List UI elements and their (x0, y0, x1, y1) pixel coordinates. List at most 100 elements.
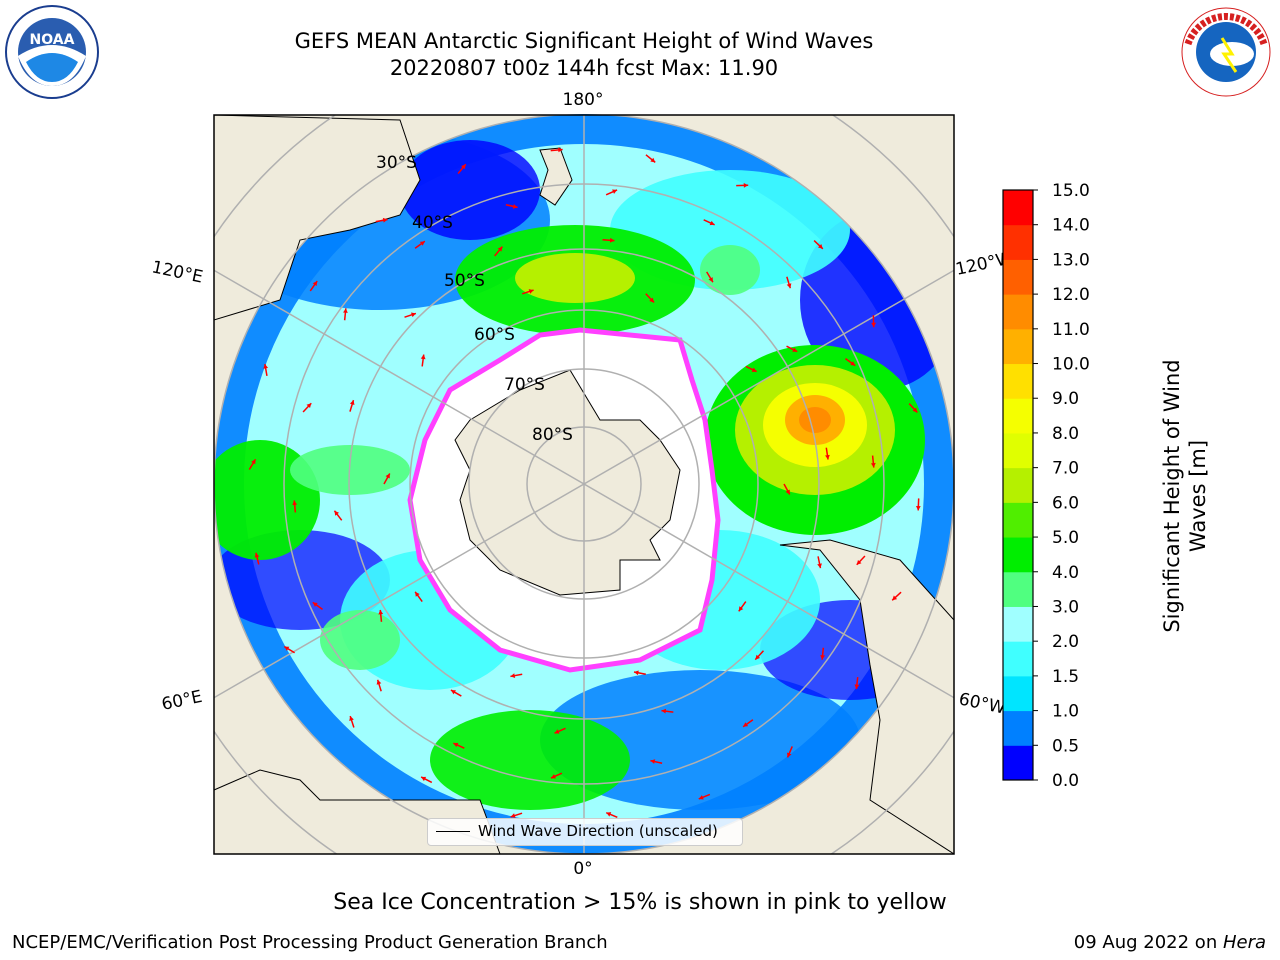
wind-arrow-head (510, 673, 516, 678)
wind-arrow-head (421, 776, 427, 782)
australia-land (213, 114, 421, 321)
wind-arrow-head (854, 684, 860, 690)
colorbar-segment (1003, 398, 1033, 434)
colorbar-tick-label: 5.0 (1052, 528, 1079, 548)
lon-label-60w: 60°W (957, 689, 1007, 718)
lat-label-40s: 40°S (412, 213, 453, 233)
wind-arrow-head (512, 204, 518, 209)
colorbar-title-line2: Waves [m] (1186, 439, 1210, 553)
antarctica-land (454, 369, 681, 596)
wind-arrow-head (251, 459, 256, 465)
colorbar-segment (1003, 432, 1033, 469)
colorbar-title: Significant Height of Wind Waves [m] (1159, 346, 1211, 646)
wind-arrow-head (825, 454, 830, 460)
wind-arrow-head (385, 473, 390, 479)
colorbar-tick-label: 11.0 (1052, 320, 1090, 340)
wind-arrow-head (510, 813, 516, 818)
wind-arrow-head (817, 244, 823, 249)
wind-arrow-head (743, 722, 749, 727)
colorbar-tick-label: 14.0 (1052, 216, 1090, 236)
wind-arrow-head (649, 297, 655, 303)
colorbar-segment (1003, 606, 1033, 642)
lon-label-180: 180° (563, 90, 604, 110)
wind-arrow-head (284, 646, 290, 651)
new-zealand-land (539, 147, 573, 206)
lon-label-0: 0° (573, 859, 592, 879)
colorbar-tick-label: 6.0 (1052, 493, 1079, 513)
lat-label-70s: 70°S (504, 375, 545, 395)
colorbar-tick-label: 3.0 (1052, 597, 1079, 617)
lat-label-60s: 60°S (474, 325, 515, 345)
colorbar-tick-label: 1.5 (1052, 667, 1079, 687)
colorbar-segment (1003, 259, 1033, 295)
colorbar-tick-label: 0.5 (1052, 736, 1079, 756)
south-america-land (779, 539, 954, 854)
wind-arrow-head (382, 217, 388, 223)
wind-arrow-head (606, 812, 612, 817)
wind-arrow-head (349, 716, 354, 721)
wind-arrow-head (343, 308, 348, 313)
wind-arrow-head (554, 729, 560, 734)
legend-label: Wind Wave Direction (unscaled) (478, 822, 718, 840)
wind-arrow-head (850, 361, 856, 366)
wind-arrow-head (558, 147, 563, 153)
colorbar-tick-label: 12.0 (1052, 285, 1090, 305)
map-frame (213, 114, 955, 855)
colorbar-tick-label: 1.0 (1052, 702, 1079, 722)
lon-label-120e: 120°E (150, 257, 205, 287)
wind-arrow-head (856, 559, 862, 565)
footer-date-text: 09 Aug 2022 on (1073, 932, 1223, 953)
colorbar-segment (1003, 537, 1033, 573)
wind-arrow-head (378, 609, 384, 615)
colorbar-segment (1003, 467, 1033, 503)
lat-label-50s: 50°S (444, 271, 485, 291)
wind-arrow-head (650, 157, 656, 163)
wind-arrow-head (709, 220, 715, 226)
colorbar-segment (1003, 190, 1033, 226)
lat-label-80s: 80°S (532, 425, 573, 445)
wind-arrow-head (785, 489, 790, 495)
wind-direction-arrows (248, 147, 921, 819)
wind-arrow-head (415, 591, 420, 597)
sea-ice-note: Sea Ice Concentration > 15% is shown in … (333, 890, 947, 915)
wind-arrow-head (755, 654, 761, 660)
colorbar-tick-label: 10.0 (1052, 355, 1090, 375)
wind-arrow-head (871, 322, 876, 328)
wind-arrow-head (792, 347, 798, 352)
wind-arrow-head (263, 364, 269, 369)
wind-arrow-head (820, 655, 825, 660)
wind-arrow-head (450, 690, 456, 695)
colorbar-tick-label: 0.0 (1052, 771, 1079, 791)
wind-arrow-head (634, 670, 639, 676)
lon-label-60e: 60°E (160, 687, 204, 715)
wind-arrow-head (419, 241, 425, 246)
footer-date: 09 Aug 2022 on Hera (1074, 932, 1266, 953)
wind-arrow-head (528, 289, 534, 294)
map-title: GEFS MEAN Antarctic Significant Height o… (294, 29, 874, 53)
wind-arrow-head (461, 164, 466, 170)
colorbar-tick-label: 8.0 (1052, 424, 1079, 444)
colorbar-segment (1003, 675, 1033, 712)
wind-arrow-head (550, 774, 556, 779)
colorbar-segment (1003, 224, 1033, 260)
colorbar-frame (1002, 189, 1034, 781)
wind-arrow-head (650, 759, 656, 764)
colorbar-segment (1003, 571, 1033, 607)
wind-arrow-head (334, 510, 340, 516)
footer-host: Hera (1222, 932, 1266, 953)
colorbar-segment (1003, 294, 1033, 330)
colorbar-segment (1003, 745, 1033, 781)
wind-arrow-head (708, 277, 713, 283)
wind-arrow-head (306, 403, 312, 409)
national-weather-service-logo (1176, 4, 1276, 100)
wind-arrow-head (254, 552, 260, 558)
svg-text:NOAA: NOAA (30, 32, 75, 48)
wind-arrow-head (738, 606, 744, 612)
colorbar-segment (1003, 710, 1033, 746)
wind-arrow-head (453, 742, 459, 748)
wind-arrow-head (751, 367, 757, 372)
wind-arrow-head (892, 595, 898, 601)
wind-arrow-head (420, 354, 426, 360)
wind-arrow-head (410, 312, 416, 318)
